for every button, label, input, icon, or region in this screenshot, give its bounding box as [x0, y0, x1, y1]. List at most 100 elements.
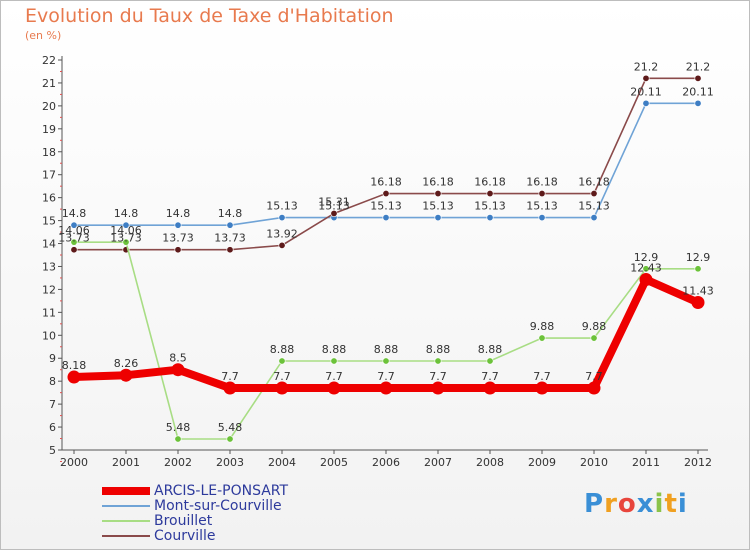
- data-point: [590, 334, 598, 342]
- y-tick-label: 17: [42, 169, 56, 182]
- data-point: [590, 214, 598, 222]
- data-point: [174, 246, 182, 254]
- data-point: [226, 246, 234, 254]
- data-label: 14.06: [58, 224, 90, 237]
- legend-item: Brouillet: [102, 514, 362, 529]
- data-point: [538, 214, 546, 222]
- data-label: 12.9: [686, 251, 711, 264]
- data-label: 7.7: [221, 370, 239, 383]
- data-point: [122, 221, 130, 229]
- data-label: 20.11: [682, 85, 714, 98]
- data-point: [639, 273, 653, 287]
- data-point: [486, 214, 494, 222]
- data-point: [431, 381, 445, 395]
- legend-label: Mont-sur-Courville: [154, 498, 282, 514]
- data-point: [382, 214, 390, 222]
- data-label: 20.11: [630, 85, 662, 98]
- data-label: 5.48: [166, 421, 191, 434]
- data-point: [642, 99, 650, 107]
- data-point: [67, 370, 81, 384]
- series-labels: 14.8 14.8 14.8 14.8 15.13 15.13 15.13 15.13 15.1…: [58, 60, 714, 434]
- chart-axes: 5 6 7 8 9 10 11 12 13 14 15 16 17 18 19 20 21 22 2000 2001 2…: [42, 54, 712, 469]
- x-tick-label: 2011: [632, 456, 660, 469]
- data-point: [278, 357, 286, 365]
- data-label: 7.7: [325, 370, 343, 383]
- x-tick-label: 2008: [476, 456, 504, 469]
- data-label: 8.88: [478, 343, 503, 356]
- logo-letter: x: [636, 489, 655, 519]
- data-point: [691, 295, 705, 309]
- x-tick-label: 2006: [372, 456, 400, 469]
- data-point: [330, 209, 338, 217]
- data-label: 12.9: [634, 251, 659, 264]
- data-label: 13.73: [58, 232, 90, 245]
- data-label: 13.73: [162, 232, 194, 245]
- data-point: [174, 221, 182, 229]
- x-tick-label: 2010: [580, 456, 608, 469]
- data-label: 13.92: [266, 227, 298, 240]
- data-point: [486, 190, 494, 198]
- data-label: 8.18: [62, 359, 87, 372]
- data-point: [119, 368, 133, 382]
- data-label: 7.7: [585, 370, 603, 383]
- data-label: 16.18: [474, 176, 506, 189]
- data-point: [327, 381, 341, 395]
- y-tick-label: 10: [42, 329, 56, 342]
- legend-label: ARCIS-LE-PONSART: [154, 483, 289, 499]
- data-point: [694, 99, 702, 107]
- data-label: 21.2: [634, 60, 659, 73]
- legend-swatch: [102, 535, 150, 537]
- data-point: [278, 214, 286, 222]
- data-point: [642, 265, 650, 273]
- data-point: [486, 357, 494, 365]
- data-label: 9.88: [530, 320, 555, 333]
- data-label: 8.88: [322, 343, 347, 356]
- legend-label: Courville: [154, 528, 216, 544]
- y-tick-label: 9: [49, 352, 56, 365]
- y-tick-label: 6: [49, 421, 56, 434]
- data-label: 8.88: [374, 343, 399, 356]
- data-label: 16.18: [422, 176, 454, 189]
- y-tick-label: 7: [49, 398, 56, 411]
- logo-letter: r: [604, 489, 618, 519]
- data-label: 21.2: [686, 60, 711, 73]
- data-point: [694, 74, 702, 82]
- data-label: 15.31: [318, 195, 350, 208]
- data-label: 15.13: [422, 200, 454, 213]
- x-tick-label: 2002: [164, 456, 192, 469]
- data-label: 15.13: [578, 200, 610, 213]
- data-point: [642, 74, 650, 82]
- data-label: 15.13: [370, 200, 402, 213]
- data-point: [70, 238, 78, 246]
- data-label: 15.13: [318, 200, 350, 213]
- y-tick-label: 5: [49, 444, 56, 457]
- y-tick-label: 21: [42, 77, 56, 90]
- data-label: 12.43: [630, 262, 662, 275]
- data-label: 7.7: [273, 370, 291, 383]
- legend: ARCIS-LE-PONSART Mont-sur-Courville Brouil…: [102, 484, 362, 544]
- data-label: 7.7: [377, 370, 395, 383]
- data-label: 16.18: [578, 176, 610, 189]
- legend-item: Courville: [102, 529, 362, 544]
- data-point: [483, 381, 497, 395]
- x-tick-label: 2007: [424, 456, 452, 469]
- data-point: [275, 381, 289, 395]
- data-label: 13.73: [110, 232, 142, 245]
- data-label: 7.7: [429, 370, 447, 383]
- data-label: 14.8: [114, 207, 139, 220]
- data-label: 7.7: [481, 370, 499, 383]
- data-label: 7.7: [533, 370, 551, 383]
- data-point: [226, 221, 234, 229]
- data-label: 9.88: [582, 320, 607, 333]
- data-label: 8.26: [114, 357, 139, 370]
- x-tick-label: 2000: [60, 456, 88, 469]
- data-point: [434, 190, 442, 198]
- logo-letter: i: [677, 489, 688, 519]
- logo-letter: o: [617, 489, 637, 519]
- data-label: 8.88: [426, 343, 451, 356]
- data-point: [330, 357, 338, 365]
- data-point: [379, 381, 393, 395]
- data-label: 16.18: [526, 176, 558, 189]
- x-tick-label: 2001: [112, 456, 140, 469]
